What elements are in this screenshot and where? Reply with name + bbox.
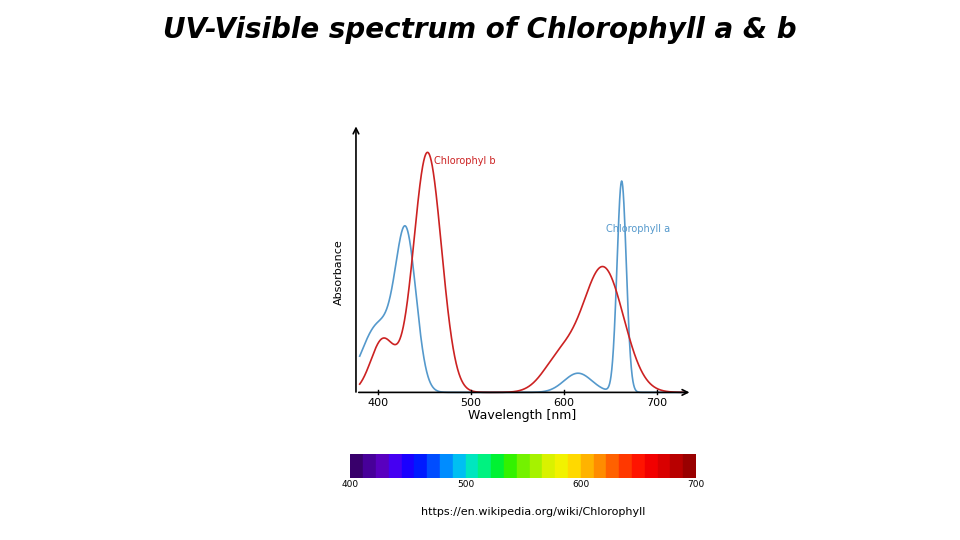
- Bar: [593, 454, 607, 478]
- Bar: [376, 454, 389, 478]
- Text: Chlorophyl b: Chlorophyl b: [434, 156, 495, 166]
- Bar: [542, 454, 555, 478]
- Text: Chlorophyll a: Chlorophyll a: [606, 225, 670, 234]
- Text: Absorbance: Absorbance: [334, 240, 345, 305]
- Text: 600: 600: [554, 399, 575, 408]
- Bar: [581, 454, 593, 478]
- Bar: [607, 454, 619, 478]
- Bar: [645, 454, 658, 478]
- Bar: [466, 454, 478, 478]
- Text: https://en.wikipedia.org/wiki/Chlorophyll: https://en.wikipedia.org/wiki/Chlorophyl…: [420, 507, 645, 517]
- Bar: [555, 454, 568, 478]
- Text: UV-Visible spectrum of Chlorophyll a & b: UV-Visible spectrum of Chlorophyll a & b: [163, 16, 797, 44]
- Text: 400: 400: [368, 399, 389, 408]
- Bar: [453, 454, 466, 478]
- Bar: [530, 454, 542, 478]
- Bar: [516, 454, 530, 478]
- Text: 700: 700: [646, 399, 667, 408]
- Bar: [478, 454, 492, 478]
- Bar: [350, 454, 363, 478]
- Bar: [658, 454, 670, 478]
- Bar: [568, 454, 581, 478]
- Bar: [632, 454, 645, 478]
- Bar: [401, 454, 415, 478]
- Bar: [363, 454, 376, 478]
- Bar: [504, 454, 516, 478]
- Bar: [619, 454, 632, 478]
- Bar: [670, 454, 684, 478]
- Bar: [440, 454, 453, 478]
- Text: 500: 500: [461, 399, 482, 408]
- Bar: [415, 454, 427, 478]
- Bar: [427, 454, 440, 478]
- Bar: [492, 454, 504, 478]
- Bar: [389, 454, 401, 478]
- Bar: [684, 454, 696, 478]
- Text: Wavelength [nm]: Wavelength [nm]: [468, 409, 576, 422]
